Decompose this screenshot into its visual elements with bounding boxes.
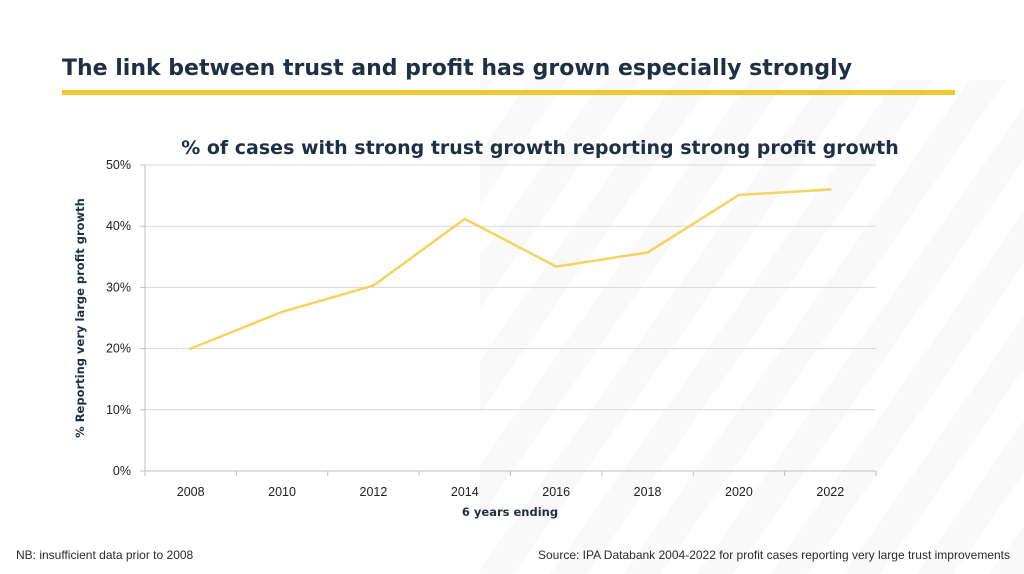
x-tick-label: 2014 (451, 485, 479, 499)
y-tick-label: 50% (106, 158, 131, 172)
y-tick-labels: 0% 10% 20% 30% 40% 50% (106, 158, 131, 478)
y-tick-label: 10% (106, 403, 131, 417)
x-tick-label: 2020 (725, 485, 753, 499)
y-tick-label: 30% (106, 280, 131, 294)
x-tick-label: 2016 (542, 485, 570, 499)
y-tick-label: 20% (106, 342, 131, 356)
series-line (189, 188, 832, 350)
x-tick-label: 2012 (360, 485, 388, 499)
slide-title: The link between trust and profit has gr… (62, 56, 853, 81)
y-tick-label: 0% (113, 464, 131, 478)
x-tick-label: 2022 (816, 485, 844, 499)
source-note: Source: IPA Databank 2004-2022 for profi… (537, 548, 1010, 562)
y-tick-label: 40% (106, 219, 131, 233)
axes (144, 165, 877, 476)
x-tick-labels: 2008 2010 2012 2014 2016 2018 2020 2022 (177, 485, 844, 499)
x-tick-label: 2018 (634, 485, 662, 499)
chart-title: % of cases with strong trust growth repo… (181, 137, 899, 159)
x-tick-label: 2010 (268, 485, 296, 499)
footnote: NB: insufficient data prior to 2008 (16, 548, 194, 562)
gridlines (140, 164, 876, 472)
x-tick-label: 2008 (177, 485, 205, 499)
series-group (189, 188, 832, 350)
title-underline (62, 90, 955, 95)
y-axis-title: % Reporting very large profit growth (73, 198, 87, 438)
x-axis-title: 6 years ending (462, 505, 558, 519)
